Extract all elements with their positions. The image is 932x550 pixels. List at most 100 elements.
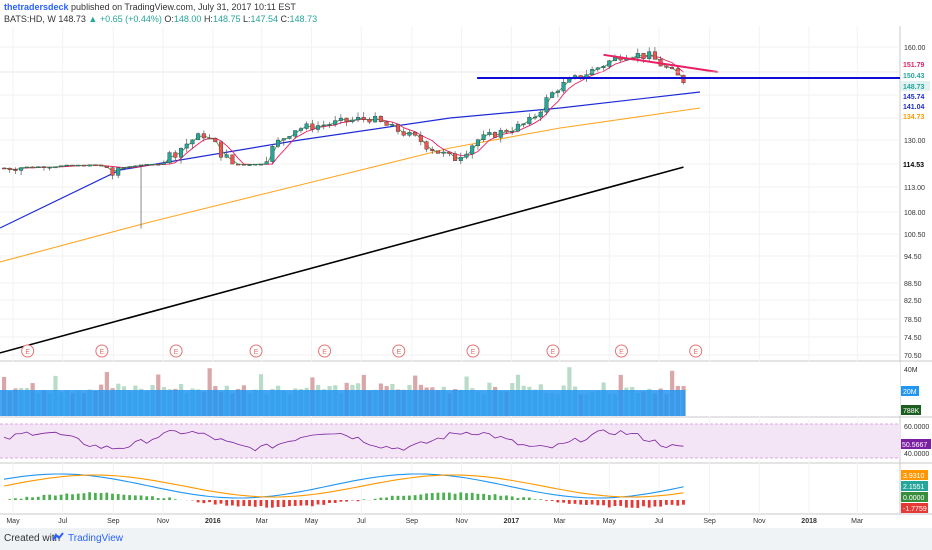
tradingview-brand[interactable]: TradingView (68, 533, 124, 544)
price-badge-label: 148.73 (903, 84, 925, 91)
publisher-name[interactable]: thetradersdeck (4, 2, 69, 12)
macd-histogram-bar (202, 500, 206, 504)
candle-body (424, 141, 429, 150)
candle-body (430, 148, 435, 151)
ma-50-line (0, 91, 701, 229)
candle-body (184, 143, 189, 149)
volume-tick-label: 40M (904, 367, 918, 374)
macd-histogram-bar (219, 500, 223, 504)
macd-histogram-bar (482, 493, 486, 500)
macd-histogram-bar (539, 499, 543, 500)
high-label: H: (203, 14, 213, 24)
price-badge (901, 70, 930, 80)
macd-histogram-bar (413, 495, 417, 500)
price-badge-label: 145.74 (903, 94, 925, 101)
candle-body (550, 92, 555, 98)
price-tick-label: 74.50 (904, 335, 922, 342)
candle-body (298, 128, 303, 131)
candle-body (464, 153, 469, 158)
macd-histogram-bar (602, 500, 605, 506)
macd-histogram-bar (168, 497, 171, 500)
candle-body (487, 132, 492, 135)
candle-body (435, 150, 440, 154)
macd-histogram-bar (162, 498, 166, 500)
macd-histogram-bar (613, 500, 617, 507)
rsi-tick-label: 60.0000 (904, 424, 929, 431)
volume-badge (901, 386, 919, 396)
macd-histogram-bar (533, 499, 537, 500)
price-badge (901, 159, 930, 169)
tradingview-logo-icon (52, 532, 64, 541)
macd-histogram-bar (259, 500, 263, 507)
earnings-marker-label: E (551, 349, 556, 356)
candle-body (99, 164, 104, 167)
earnings-marker-label: E (396, 349, 401, 356)
candle-body (258, 163, 263, 166)
candle-body (401, 131, 406, 136)
candle-body (635, 53, 640, 59)
macd-histogram-bar (624, 500, 628, 508)
macd-histogram-bar (556, 500, 560, 503)
candle-body (533, 116, 538, 119)
macd-badge-label: 3.9310 (903, 473, 925, 480)
macd-histogram-bar (664, 500, 668, 505)
candle-body (281, 138, 286, 141)
price-tick-label: 160.00 (904, 45, 926, 52)
macd-histogram-bar (265, 500, 269, 508)
macd-histogram-bar (76, 493, 80, 500)
candle-body (87, 164, 92, 167)
candle-body (236, 163, 241, 166)
macd-histogram-bar (487, 495, 491, 500)
macd-histogram-bar (390, 495, 394, 500)
candle-body (367, 118, 372, 123)
macd-histogram-bar (93, 492, 97, 500)
earnings-marker-label: E (25, 349, 30, 356)
rsi-band (0, 424, 900, 458)
candle-body (316, 125, 321, 130)
macd-histogram-bar (659, 500, 663, 507)
candle-body (276, 139, 281, 147)
macd-histogram-bar (510, 496, 514, 500)
candle-body (218, 141, 223, 158)
rsi-badge-label: 50.5667 (902, 442, 927, 449)
macd-histogram-bar (453, 493, 457, 500)
last-price: 148.73 (58, 14, 86, 24)
candle-body (378, 116, 383, 122)
published-text: published on TradingView.com, July 31, 2… (71, 2, 296, 12)
time-tick-label: Jul (58, 518, 67, 525)
macd-histogram-bar (71, 494, 74, 500)
price-pane (0, 26, 900, 360)
created-with-label: Created with (4, 533, 61, 544)
macd-histogram-bar (442, 492, 446, 500)
macd-histogram-bar (270, 500, 274, 508)
candle-body (230, 154, 235, 165)
macd-histogram-bar (173, 499, 177, 500)
macd-histogram-bar (493, 494, 497, 500)
macd-badge-label: -1.7759 (903, 506, 927, 513)
candle-body (521, 123, 526, 126)
macd-badge (901, 492, 928, 502)
macd-histogram-bar (31, 497, 34, 500)
time-tick-label: Mar (851, 518, 864, 525)
macd-badge (901, 470, 928, 480)
candle-body (441, 151, 446, 154)
earnings-marker (466, 344, 480, 358)
macd-histogram-bar (82, 493, 86, 500)
price-chart[interactable]: May Jul Sep Nov 2016 Mar May Jul Sep Nov 2017 Mar Ma… (0, 0, 932, 528)
earnings-marker (392, 344, 406, 358)
candle-body (361, 117, 366, 120)
macd-histogram-bar (550, 500, 554, 501)
macd-histogram-bar (425, 493, 428, 500)
volume-ma-area (0, 390, 686, 416)
macd-histogram-bar (579, 500, 583, 505)
close-label: C: (280, 14, 290, 24)
price-badge-label: 141.04 (903, 104, 925, 111)
macd-histogram-bar (111, 493, 114, 500)
macd-histogram-bar (333, 500, 337, 503)
macd-histogram-bar (447, 492, 451, 500)
price-tick-label: 100.50 (904, 232, 926, 239)
price-change: ▲ +0.65 (+0.44%) (88, 14, 162, 24)
candle-body (287, 136, 292, 139)
candle-body (70, 164, 75, 167)
candle-body (607, 60, 612, 67)
